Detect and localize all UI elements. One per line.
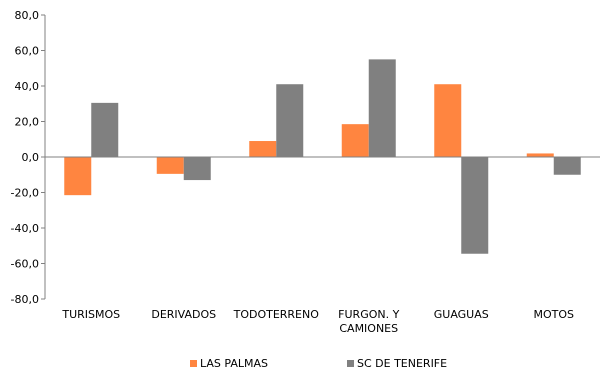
bar-sc-de-tenerife — [553, 157, 581, 175]
category-label: TODOTERRENO — [233, 308, 320, 321]
bar-sc-de-tenerife — [183, 157, 211, 181]
bar-las-palmas — [341, 124, 369, 157]
y-tick-label: 80,0 — [15, 9, 40, 22]
y-tick-label: -40,0 — [11, 222, 39, 235]
legend-label: SC DE TENERIFE — [357, 357, 447, 370]
y-tick-label: -60,0 — [11, 258, 39, 271]
y-tick-label: -80,0 — [11, 293, 39, 306]
bar-las-palmas — [434, 84, 462, 157]
legend-label: LAS PALMAS — [200, 357, 268, 370]
bar-sc-de-tenerife — [368, 59, 396, 157]
legend-swatch — [190, 360, 197, 367]
y-tick-label: 40,0 — [15, 80, 40, 93]
category-labels: TURISMOS DERIVADOS TODOTERRENO FURGON. Y CAM… — [61, 308, 574, 335]
category-label: DERIVADOS — [151, 308, 216, 321]
bar-sc-de-tenerife — [276, 84, 304, 157]
category-label: TURISMOS — [61, 308, 120, 321]
bar-las-palmas — [64, 157, 92, 196]
category-label: FURGON. Y CAMIONES — [338, 308, 399, 335]
bar-sc-de-tenerife — [461, 157, 489, 254]
bar-las-palmas — [249, 141, 277, 157]
category-label: MOTOS — [533, 308, 574, 321]
bar-sc-de-tenerife — [91, 102, 119, 157]
bars — [64, 59, 581, 254]
y-tick-label: 20,0 — [15, 116, 40, 129]
y-axis-ticks: 80,0 60,0 40,0 20,0 0,0 -20,0 -40,0 -60,0 -80,0 — [11, 9, 45, 306]
axes — [44, 15, 600, 299]
bar-las-palmas — [156, 157, 184, 174]
category-label: GUAGUAS — [434, 308, 489, 321]
bar-las-palmas — [526, 153, 554, 157]
y-tick-label: 0,0 — [22, 151, 40, 164]
legend-swatch — [347, 360, 354, 367]
legend: LAS PALMAS SC DE TENERIFE — [190, 357, 447, 370]
y-tick-label: 60,0 — [15, 45, 40, 58]
y-tick-label: -20,0 — [11, 187, 39, 200]
